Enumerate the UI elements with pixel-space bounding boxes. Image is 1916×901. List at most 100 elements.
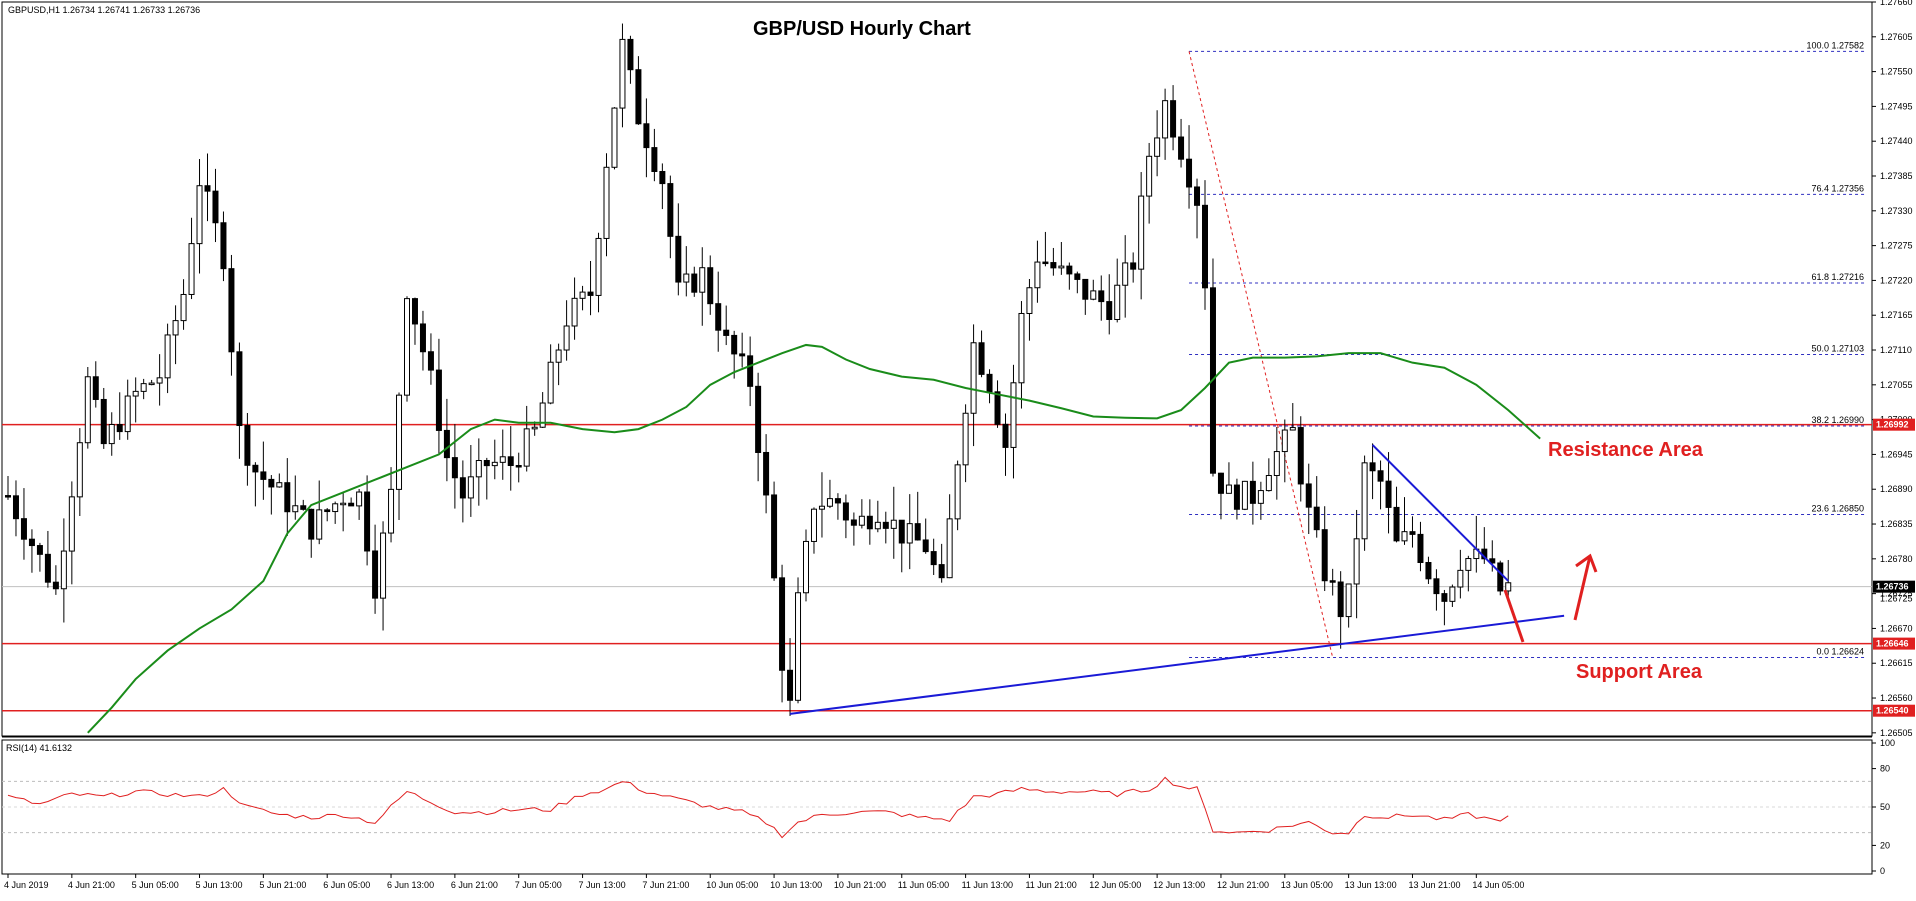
candle-body xyxy=(467,476,474,499)
price-pane-frame xyxy=(1,1,1873,737)
candle-body xyxy=(244,425,251,466)
candle-body xyxy=(834,498,841,504)
candle-body xyxy=(68,496,75,552)
candle-body xyxy=(874,521,881,530)
candle-body xyxy=(675,235,682,283)
candle-body xyxy=(1034,261,1041,289)
candle-body xyxy=(44,553,51,583)
fibonacci-retracement: 100.0 1.27582 76.4 1.27356 61.8 1.27216 50.… xyxy=(1188,40,1866,659)
time-axis: 4 Jun 2019 4 Jun 21:00 5 Jun 05:00 5 Jun 13… xyxy=(4,874,1524,890)
candle-body xyxy=(1090,290,1097,300)
candle-body xyxy=(1122,262,1129,286)
candle-body xyxy=(1217,472,1224,494)
rsi-tick-label: 0 xyxy=(1880,866,1885,876)
candle-body xyxy=(268,478,275,488)
candle-body xyxy=(1505,582,1512,592)
candle-body xyxy=(1489,558,1496,564)
candle-body xyxy=(1433,578,1440,595)
candle-body xyxy=(954,464,961,520)
candle-body xyxy=(595,237,602,296)
symbol-info: GBPUSD,H1 1.26734 1.26741 1.26733 1.2673… xyxy=(8,5,200,15)
time-tick-label: 4 Jun 2019 xyxy=(4,880,49,890)
horizontal-levels xyxy=(2,423,1872,712)
candle-body xyxy=(92,376,99,400)
price-tick-label: 1.27605 xyxy=(1880,32,1913,42)
candle-body xyxy=(755,385,762,453)
time-tick-label: 11 Jun 13:00 xyxy=(962,880,1013,890)
candle-body xyxy=(715,303,722,331)
candle-body xyxy=(739,353,746,357)
price-tick-label: 1.27385 xyxy=(1880,171,1913,181)
time-tick-label: 12 Jun 05:00 xyxy=(1089,880,1141,890)
rsi-tick-label: 80 xyxy=(1880,764,1890,774)
candle-body xyxy=(5,495,11,498)
rsi-pane-frame xyxy=(1,739,1873,875)
candle-body xyxy=(1273,451,1280,477)
candle-body xyxy=(795,592,802,701)
price-tick-label: 1.26615 xyxy=(1880,658,1913,668)
time-tick-label: 12 Jun 13:00 xyxy=(1153,880,1205,890)
candle-body xyxy=(204,185,211,192)
candle-body xyxy=(276,482,283,488)
candle-body xyxy=(1281,429,1288,453)
candle-body xyxy=(1098,290,1105,303)
candle-body xyxy=(12,495,19,520)
candle-body xyxy=(316,509,323,540)
candle-body xyxy=(172,320,179,336)
candle-body xyxy=(380,532,387,599)
candle-body xyxy=(132,390,139,397)
candle-body xyxy=(156,377,163,384)
candle-body xyxy=(539,402,546,428)
time-tick-label: 7 Jun 05:00 xyxy=(515,880,562,890)
candle-body xyxy=(1401,531,1408,542)
candle-body xyxy=(986,373,993,393)
candle-body xyxy=(683,273,690,283)
level-tag: 1.26646 xyxy=(1876,639,1909,649)
candle-body xyxy=(292,505,299,513)
candle-body xyxy=(1465,558,1472,571)
candle-body xyxy=(1345,583,1352,618)
candle-body xyxy=(1361,462,1368,540)
candle-body xyxy=(1297,427,1304,485)
candle-body xyxy=(547,361,554,404)
fib-level-label: 50.0 1.27103 xyxy=(1811,343,1864,353)
candle-body xyxy=(28,538,35,547)
candle-body xyxy=(906,523,913,544)
candle-body xyxy=(180,293,187,322)
candle-body xyxy=(1313,506,1320,531)
time-tick-label: 6 Jun 13:00 xyxy=(387,880,434,890)
time-tick-label: 13 Jun 21:00 xyxy=(1408,880,1460,890)
candle-body xyxy=(1042,261,1049,265)
candle-body xyxy=(459,477,466,499)
candle-body xyxy=(108,424,115,445)
candle-body xyxy=(1369,462,1376,472)
candle-body xyxy=(970,342,977,414)
candle-body xyxy=(731,334,738,355)
candle-body xyxy=(930,551,937,566)
candle-body xyxy=(220,222,227,270)
price-tick-label: 1.27165 xyxy=(1880,310,1913,320)
candle-body xyxy=(611,107,618,168)
candle-body xyxy=(627,38,634,71)
level-tag: 1.26540 xyxy=(1876,706,1909,716)
candle-body xyxy=(1082,278,1089,300)
trendline xyxy=(1371,444,1509,582)
time-tick-label: 5 Jun 13:00 xyxy=(196,880,243,890)
candle-body xyxy=(1233,484,1240,510)
support-area-label: Support Area xyxy=(1576,661,1703,683)
candle-body xyxy=(348,502,355,507)
candle-body xyxy=(212,190,219,224)
level-tag-bg xyxy=(1873,704,1915,717)
candle-body xyxy=(388,488,395,534)
price-tick-label: 1.27110 xyxy=(1880,345,1912,355)
candle-body xyxy=(507,456,514,467)
candle-body xyxy=(1018,312,1025,384)
price-tick-label: 1.26780 xyxy=(1880,554,1913,564)
candle-body xyxy=(1409,531,1416,535)
rsi-tick-label: 100 xyxy=(1880,738,1895,748)
candle-body xyxy=(723,329,730,336)
candle-body xyxy=(1146,155,1153,197)
candle-body xyxy=(659,170,666,185)
price-tick-label: 1.27495 xyxy=(1880,101,1913,111)
